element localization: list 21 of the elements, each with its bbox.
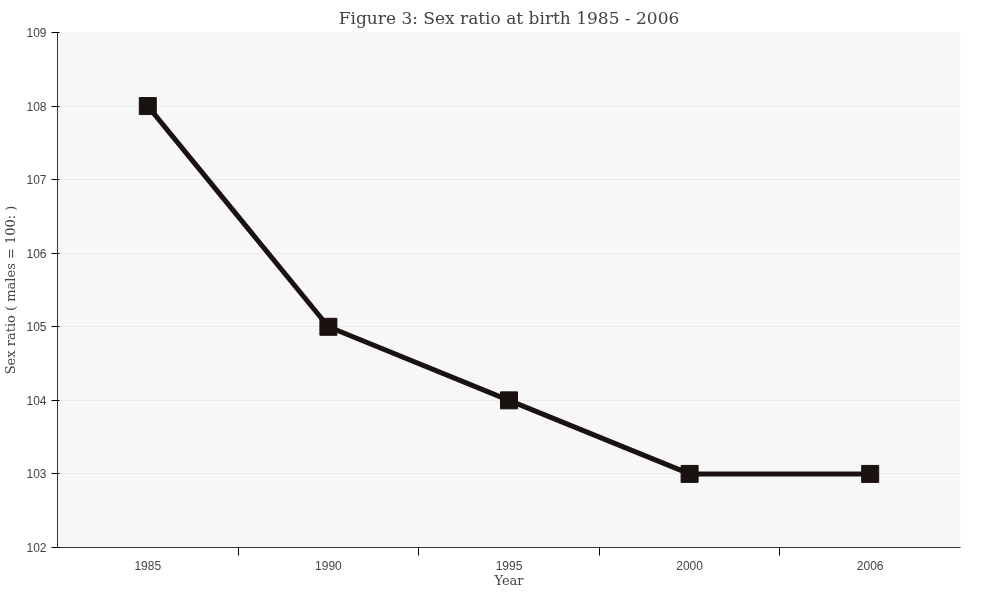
x-tick-label: 2000 bbox=[676, 558, 704, 573]
y-tick-label: 102 bbox=[26, 541, 47, 555]
y-tick-label: 103 bbox=[26, 467, 47, 482]
x-tick-label: 1990 bbox=[315, 558, 343, 573]
y-tick-label: 109 bbox=[26, 26, 47, 40]
y-tick-label: 105 bbox=[26, 320, 47, 335]
point bbox=[680, 464, 699, 483]
point bbox=[138, 97, 157, 116]
x-axis-title: Year bbox=[493, 572, 525, 588]
chart-title: Figure 3: Sex ratio at birth 1985 - 2006 bbox=[338, 7, 680, 28]
y-tick-label: 104 bbox=[26, 393, 47, 408]
point bbox=[861, 464, 880, 483]
y-tick-label: 106 bbox=[26, 246, 47, 261]
x-tick-label: 1995 bbox=[495, 558, 523, 573]
point bbox=[319, 317, 338, 336]
x-tick-label: 2006 bbox=[856, 558, 884, 573]
point bbox=[500, 391, 518, 410]
y-axis-title: Sex ratio ( males = 100: ) bbox=[3, 205, 19, 375]
y-tick-label: 108 bbox=[26, 99, 47, 114]
y-tick-label: 107 bbox=[26, 173, 47, 188]
x-tick-label: 1985 bbox=[134, 558, 162, 573]
